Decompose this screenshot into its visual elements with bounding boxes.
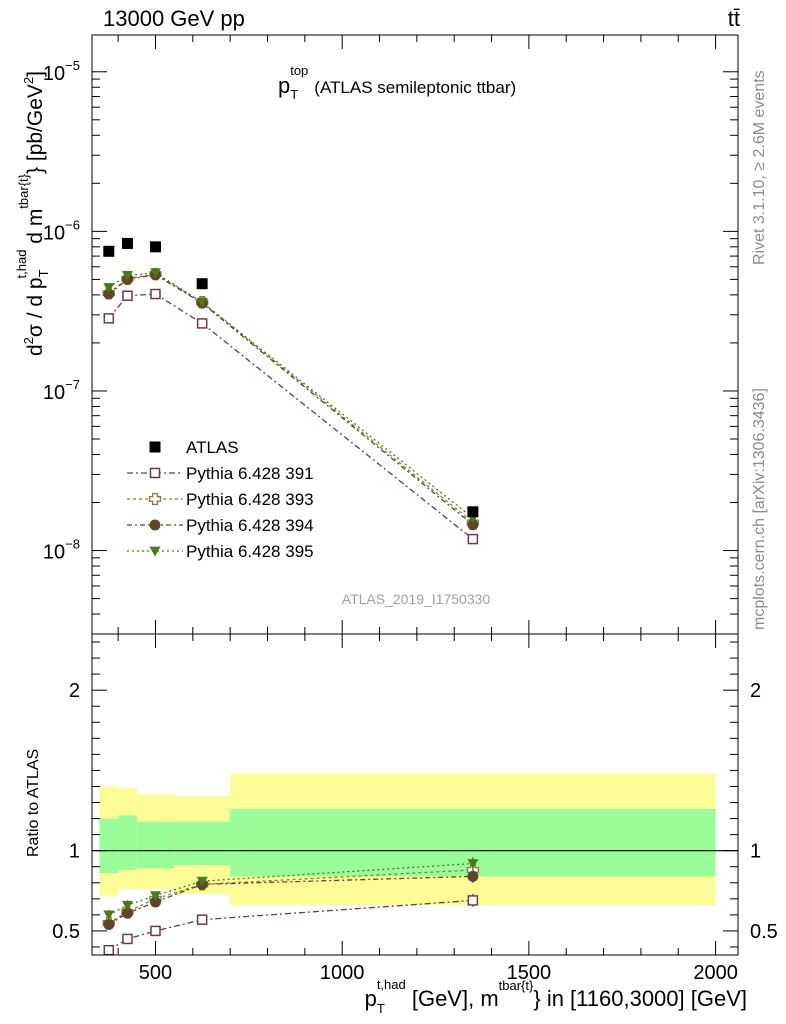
ratio-series-marker-1 <box>196 914 208 925</box>
ratio-series-marker-4 <box>121 900 133 911</box>
legend-label-4: Pythia 6.428 395 <box>186 542 314 561</box>
ratio-series-marker-4 <box>103 910 115 921</box>
main-series-marker-4 <box>196 297 208 308</box>
header-right-label: tt̄ <box>728 6 740 31</box>
legend-marker-2 <box>148 492 162 506</box>
main-y-tick-label: 10−5 <box>43 58 80 85</box>
main-series-marker-1 <box>196 318 208 329</box>
ratio-series-marker-1 <box>122 933 133 945</box>
ratio-series-marker-1 <box>467 895 479 906</box>
atlas-data-point <box>467 506 479 518</box>
main-series-marker-4 <box>103 283 115 293</box>
ratio-series-line-1 <box>108 899 473 951</box>
main-y-tick-label: 10−8 <box>43 537 80 564</box>
x-tick-label: 2000 <box>693 962 738 984</box>
title-p: p <box>278 73 290 98</box>
legend: ATLAS Pythia 6.428 391 Pythia 6.428 393 Pyt… <box>127 438 314 561</box>
legend-label-2: Pythia 6.428 393 <box>186 490 314 509</box>
main-y-axis-label: d2σ / d pTt,had d mtbar{t}} [pb/GeV2] <box>14 71 51 356</box>
legend-marker-1 <box>149 467 161 479</box>
main-series-marker-1 <box>150 288 161 300</box>
ratio-y-tick-label-right: 0.5 <box>750 921 778 943</box>
ratio-series-line-3 <box>108 875 473 926</box>
ratio-clip-mask <box>91 956 739 976</box>
title-subscript: T <box>290 87 298 102</box>
ratio-series-marker-4 <box>149 891 161 902</box>
rivet-version-label: Rivet 3.1.10, ≥ 2.6M events <box>751 70 768 265</box>
legend-label-1: Pythia 6.428 391 <box>186 464 314 483</box>
legend-label-3: Pythia 6.428 394 <box>186 516 314 535</box>
x-tick-label: 1500 <box>507 962 552 984</box>
legend-marker-3 <box>149 519 161 531</box>
legend-label-atlas: ATLAS <box>186 438 239 457</box>
ratio-stat-uncertainty-band <box>136 821 175 869</box>
main-panel: 10−8 10−7 10−6 10−5 <box>43 34 739 635</box>
ratio-series-marker-3 <box>467 870 479 882</box>
ratio-y-tick-label-right: 1 <box>750 841 761 863</box>
analysis-id-label: ATLAS_2019_I1750330 <box>342 591 491 607</box>
ratio-series-marker-3 <box>149 896 161 908</box>
main-series-marker-1 <box>467 533 479 545</box>
ratio-stat-uncertainty-band <box>174 821 231 866</box>
ratio-stat-uncertainty-band <box>99 818 119 874</box>
ratio-series-marker-4 <box>467 859 479 870</box>
main-series-line-2 <box>108 273 474 523</box>
ratio-series-marker-3 <box>121 907 133 919</box>
plot-title: pTtop (ATLAS semileptonic ttbar) <box>278 63 516 102</box>
ratio-series-marker-4 <box>196 876 208 887</box>
ratio-series-marker-1 <box>103 944 115 956</box>
main-series-marker-1 <box>122 290 133 301</box>
main-series-marker-1 <box>103 313 115 324</box>
ratio-series-marker-3 <box>103 919 115 931</box>
ratio-panel: 0.5 0.5 1 1 2 2 500 1000 1500 2000 <box>52 633 778 984</box>
main-series-line-3 <box>108 274 474 526</box>
x-tick-label: 1000 <box>320 962 365 984</box>
ratio-y-tick-label-right: 2 <box>750 680 761 702</box>
main-series-marker-3 <box>467 519 479 531</box>
ratio-series-line-2 <box>108 869 473 924</box>
ratio-y-axis-label: Ratio to ATLAS <box>25 749 42 857</box>
atlas-data-point <box>149 241 161 253</box>
main-y-tick-label: 10−6 <box>43 217 80 244</box>
ratio-stat-uncertainty-band <box>118 815 137 870</box>
atlas-data-point <box>121 237 133 249</box>
main-series-marker-4 <box>121 270 133 281</box>
ratio-series-marker-1 <box>150 925 161 937</box>
header-left-label: 13000 GeV pp <box>103 6 245 31</box>
title-rest: (ATLAS semileptonic ttbar) <box>314 78 516 97</box>
x-axis-label: pTt,had [GeV], mtbar{t}} in [1160,3000] … <box>365 977 747 1016</box>
ratio-y-tick-label: 2 <box>69 680 80 702</box>
title-superscript: top <box>290 63 308 78</box>
legend-marker-4 <box>149 546 161 557</box>
ratio-y-tick-label: 1 <box>69 841 80 863</box>
mcplots-label: mcplots.cern.ch [arXiv:1306.3436] <box>751 388 768 630</box>
main-series-marker-3 <box>103 288 115 300</box>
main-series-marker-4 <box>149 268 161 279</box>
atlas-data-point <box>196 278 208 290</box>
legend-marker-atlas <box>149 441 161 453</box>
ratio-frame <box>91 633 739 956</box>
atlas-data-point <box>103 245 115 257</box>
ratio-y-tick-label: 0.5 <box>52 921 80 943</box>
x-tick-label: 500 <box>139 962 172 984</box>
main-y-tick-label: 10−7 <box>43 377 80 404</box>
